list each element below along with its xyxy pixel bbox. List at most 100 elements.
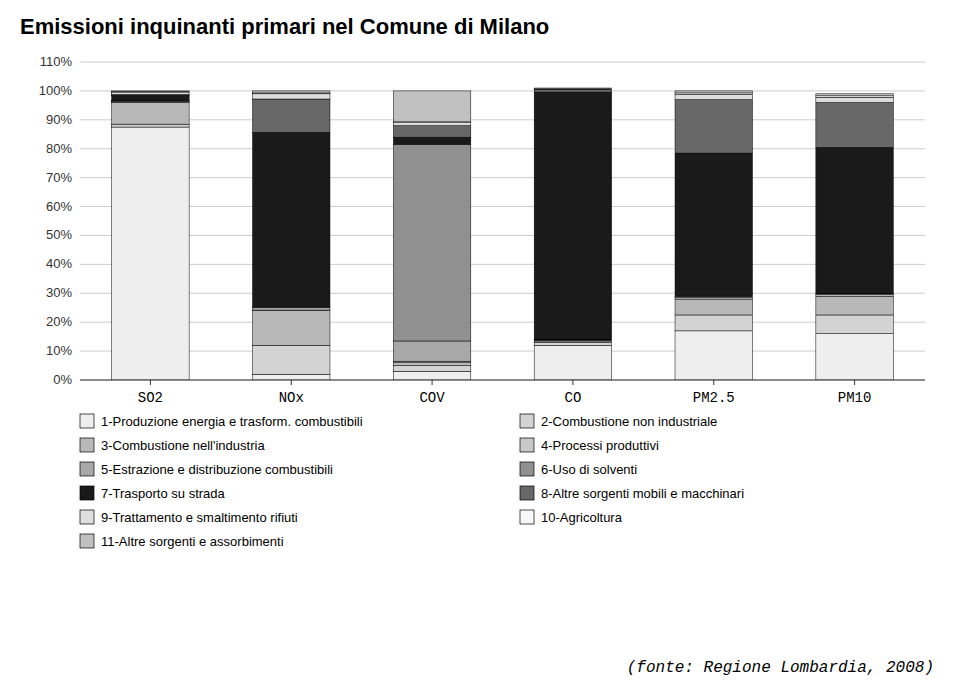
grid-line	[80, 177, 925, 178]
chart: Emissioni inquinanti primari nel Comune …	[0, 0, 959, 700]
annotation: (fonte: Regione Lombardia, 2008)	[627, 659, 934, 677]
x-tick-label: COV	[419, 390, 445, 406]
bar-segment	[534, 345, 611, 380]
bar-segment	[675, 91, 752, 93]
legend-label: 11-Altre sorgenti e assorbimenti	[101, 534, 284, 549]
legend-swatch	[520, 510, 534, 524]
y-tick-label: 10%	[46, 343, 72, 358]
x-tick-label: CO	[565, 390, 582, 406]
grid-line	[80, 293, 925, 294]
legend-swatch	[80, 462, 94, 476]
legend-swatch	[80, 438, 94, 452]
legend-label: 4-Processi produttivi	[541, 438, 659, 453]
bar-segment	[534, 340, 611, 342]
legend-swatch	[80, 414, 94, 428]
bar-segment	[816, 293, 893, 295]
bar-segment	[675, 296, 752, 298]
y-tick-label: 50%	[46, 227, 72, 242]
bar-segment	[534, 89, 611, 91]
grid-line	[80, 235, 925, 236]
grid-line	[80, 206, 925, 207]
bar-segment	[534, 339, 611, 341]
bar-segment	[253, 308, 330, 310]
legend-label: 10-Agricoltura	[541, 510, 623, 525]
legend-label: 1-Produzione energia e trasform. combust…	[101, 414, 363, 429]
bar-segment	[253, 311, 330, 346]
grid-line	[80, 322, 925, 323]
bar-segment	[112, 90, 189, 92]
legend-swatch	[520, 462, 534, 476]
bar-segment	[675, 153, 752, 296]
y-tick-label: 80%	[46, 141, 72, 156]
bar-segment	[253, 99, 330, 132]
legend-label: 6-Uso di solventi	[541, 462, 637, 477]
bar-segment	[112, 124, 189, 127]
grid-line	[80, 380, 925, 381]
x-tick	[854, 380, 855, 385]
bar-segment	[675, 298, 752, 299]
x-tick	[572, 380, 573, 385]
grid-line	[80, 264, 925, 265]
grid-line	[80, 62, 925, 63]
y-tick-label: 20%	[46, 314, 72, 329]
bar-segment	[393, 366, 470, 372]
y-tick-label: 60%	[46, 199, 72, 214]
y-tick-label: 30%	[46, 285, 72, 300]
legend-swatch	[520, 486, 534, 500]
bar-segment	[675, 94, 752, 99]
grid-line	[80, 148, 925, 149]
bar-segment	[534, 342, 611, 345]
bar-segment	[393, 137, 470, 144]
x-tick	[432, 380, 433, 385]
legend-label: 9-Trattamento e smaltimento rifiuti	[101, 510, 298, 525]
y-tick-label: 90%	[46, 112, 72, 127]
bar-segment	[253, 132, 330, 307]
bar-segment	[112, 92, 189, 94]
y-axis: 0%10%20%30%40%50%60%70%80%90%100%110%	[39, 54, 925, 387]
legend-label: 3-Combustione nell'industria	[101, 438, 265, 453]
bar-segment	[393, 144, 470, 341]
x-axis-line	[80, 380, 925, 381]
grid-line	[80, 351, 925, 352]
bar-segment	[393, 363, 470, 366]
x-tick	[713, 380, 714, 385]
bar-segment	[393, 341, 470, 361]
bar-segment	[393, 371, 470, 380]
bar-segment	[534, 92, 611, 339]
legend: 1-Produzione energia e trasform. combust…	[80, 414, 744, 549]
bar-segment	[816, 295, 893, 296]
bar-segment	[534, 88, 611, 90]
title: Emissioni inquinanti primari nel Comune …	[20, 14, 549, 39]
bar-segment	[816, 296, 893, 315]
bar-segment	[816, 147, 893, 293]
bar-segment	[816, 97, 893, 102]
bars	[112, 88, 894, 380]
bar-segment	[816, 94, 893, 96]
legend-label: 8-Altre sorgenti mobili e macchinari	[541, 486, 744, 501]
y-tick-label: 0%	[53, 372, 72, 387]
grid-line	[80, 90, 925, 91]
legend-swatch	[80, 486, 94, 500]
bar-segment	[675, 299, 752, 315]
x-tick-label: NOx	[279, 390, 304, 406]
bar-segment	[534, 90, 611, 92]
grid-line	[80, 119, 925, 120]
bar-segment	[675, 315, 752, 331]
bar-segment	[534, 88, 611, 90]
bar-segment	[393, 123, 470, 126]
bar-segment	[112, 102, 189, 124]
legend-swatch	[80, 510, 94, 524]
bar-segment	[112, 95, 189, 100]
bar-segment	[253, 91, 330, 93]
bar-segment	[534, 341, 611, 342]
x-tick	[150, 380, 151, 385]
x-tick-label: SO2	[138, 390, 163, 406]
legend-swatch	[80, 534, 94, 548]
bar-segment	[816, 315, 893, 334]
bar-segment	[393, 91, 470, 122]
y-tick-label: 110%	[40, 54, 73, 69]
bar-segment	[253, 94, 330, 99]
bar-segment	[253, 345, 330, 374]
bar-segment	[112, 91, 189, 93]
x-tick-label: PM10	[838, 390, 872, 406]
